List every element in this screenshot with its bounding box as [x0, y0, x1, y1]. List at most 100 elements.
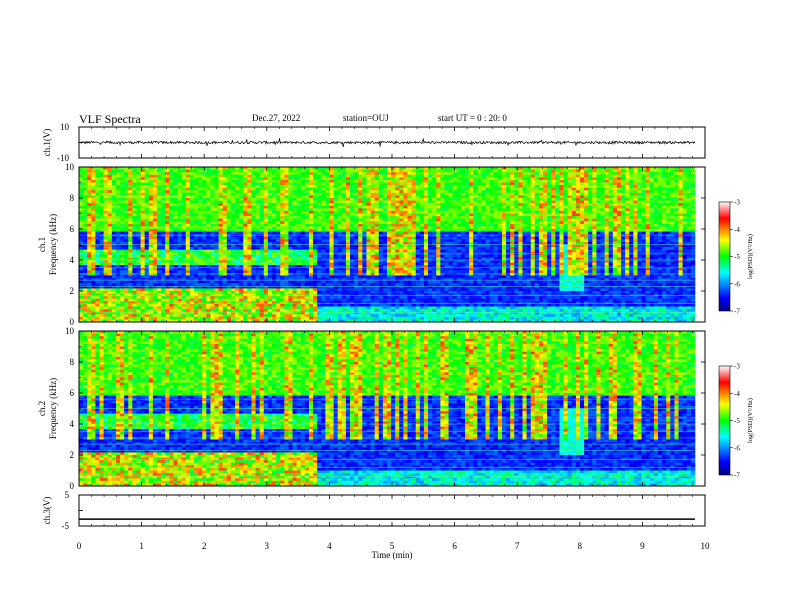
spectrogram-cell: [412, 172, 416, 175]
spectrogram-cell: [83, 301, 87, 304]
spectrogram-cell: [173, 216, 177, 219]
spectrogram-cell: [202, 198, 206, 201]
spectrogram-cell: [284, 260, 288, 263]
spectrogram-cell: [194, 273, 198, 276]
spectrogram-cell: [165, 193, 169, 196]
spectrogram-cell: [178, 288, 182, 291]
spectrogram-cell: [309, 219, 313, 222]
spectrogram-cell: [79, 219, 83, 222]
spectrogram-cell: [358, 317, 362, 320]
spectrogram-cell: [186, 301, 190, 304]
spectrogram-cell: [297, 270, 301, 273]
spectrogram-cell: [371, 208, 375, 211]
spectrogram-cell: [108, 224, 112, 227]
spectrogram-cell: [403, 299, 407, 302]
spectrogram-cell: [202, 309, 206, 312]
spectrogram-cell: [165, 185, 169, 188]
spectrogram-cell: [161, 203, 165, 206]
spectrogram-cell: [354, 273, 358, 276]
spectrogram-cell: [358, 291, 362, 294]
spectrogram-cell: [342, 239, 346, 242]
spectrogram-cell: [272, 273, 276, 276]
spectrogram-cell: [165, 183, 169, 186]
spectrogram-cell: [412, 201, 416, 204]
spectrogram-cell: [297, 260, 301, 263]
spectrogram-cell: [395, 193, 399, 196]
spectrogram-cell: [149, 190, 153, 193]
spectrogram-cell: [145, 226, 149, 229]
spectrogram-cell: [330, 234, 334, 237]
spectrogram-cell: [395, 232, 399, 235]
spectrogram-cell: [87, 208, 91, 211]
spectrogram-cell: [251, 268, 255, 271]
spectrogram-cell: [403, 276, 407, 279]
spectrogram-cell: [210, 188, 214, 191]
spectrogram-cell: [412, 232, 416, 235]
spectrogram-cell: [157, 291, 161, 294]
spectrogram-cell: [342, 198, 346, 201]
spectrogram-cell: [116, 219, 120, 222]
spectrogram-cell: [153, 175, 157, 178]
spectrogram-cell: [354, 193, 358, 196]
spectrogram-cell: [104, 304, 108, 307]
spectrogram-cell: [231, 307, 235, 310]
spectrogram-cell: [108, 198, 112, 201]
spectrogram-cell: [366, 195, 370, 198]
spectrogram-cell: [223, 185, 227, 188]
spectrogram-cell: [272, 294, 276, 297]
spectrogram-cell: [87, 226, 91, 229]
spectrogram-cell: [104, 268, 108, 271]
spectrogram-cell: [100, 245, 104, 248]
spectrogram-cell: [194, 263, 198, 266]
spectrogram-cell: [301, 317, 305, 320]
spectrogram-cell: [87, 276, 91, 279]
spectrogram-cell: [371, 260, 375, 263]
spectrogram-cell: [325, 198, 329, 201]
spectrogram-cell: [120, 309, 124, 312]
spectrogram-cell: [95, 224, 99, 227]
spectrogram-cell: [313, 193, 317, 196]
spectrogram-cell: [301, 219, 305, 222]
spectrogram-cell: [264, 301, 268, 304]
spectrogram-cell: [178, 180, 182, 183]
spectrogram-cell: [321, 260, 325, 263]
spectrogram-cell: [219, 180, 223, 183]
spectrogram-cell: [395, 216, 399, 219]
spectrogram-cell: [387, 219, 391, 222]
spectrogram-cell: [169, 301, 173, 304]
spectrogram-cell: [100, 291, 104, 294]
spectrogram-cell: [83, 260, 87, 263]
spectrogram-cell: [313, 301, 317, 304]
spectrogram-cell: [288, 216, 292, 219]
spectrogram-cell: [112, 216, 116, 219]
spectrogram-cell: [379, 263, 383, 266]
spectrogram-cell: [330, 216, 334, 219]
spectrogram-cell: [387, 288, 391, 291]
spectrogram-cell: [145, 172, 149, 175]
spectrogram-cell: [100, 234, 104, 237]
spectrogram-cell: [116, 198, 120, 201]
spectrogram-cell: [215, 291, 219, 294]
spectrogram-cell: [157, 211, 161, 214]
spectrogram-cell: [342, 190, 346, 193]
spectrogram-cell: [153, 291, 157, 294]
spectrogram-cell: [293, 172, 297, 175]
spectrogram-cell: [387, 239, 391, 242]
spectrogram-cell: [149, 281, 153, 284]
spectrogram-cell: [136, 183, 140, 186]
spectrogram-cell: [276, 201, 280, 204]
spectrogram-cell: [141, 255, 145, 258]
spectrogram-cell: [293, 229, 297, 232]
spectrogram-cell: [284, 221, 288, 224]
spectrogram-cell: [375, 250, 379, 253]
spectrogram-cell: [272, 175, 276, 178]
spectrogram-cell: [100, 250, 104, 253]
spectrogram-cell: [210, 301, 214, 304]
spectrogram-cell: [161, 260, 165, 263]
spectrogram-cell: [124, 250, 128, 253]
spectrogram-cell: [301, 270, 305, 273]
spectrogram-cell: [387, 317, 391, 320]
spectrogram-cell: [334, 224, 338, 227]
spectrogram-cell: [366, 296, 370, 299]
spectrogram-cell: [219, 294, 223, 297]
